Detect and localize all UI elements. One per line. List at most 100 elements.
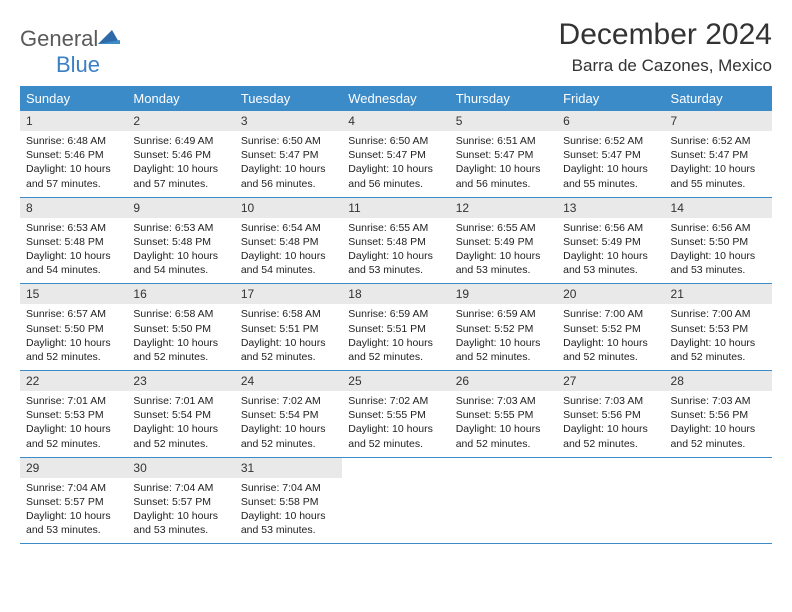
day-number: 24 [235,371,342,391]
sunrise-line: Sunrise: 7:03 AM [671,394,766,408]
day-body: Sunrise: 6:56 AMSunset: 5:49 PMDaylight:… [557,218,664,284]
sunrise-line: Sunrise: 7:02 AM [348,394,443,408]
sunrise-line: Sunrise: 7:01 AM [133,394,228,408]
day-cell: 11 Sunrise: 6:55 AMSunset: 5:48 PMDayligh… [342,197,449,284]
daylight-line: Daylight: 10 hours and 56 minutes. [456,162,551,190]
day-number: 18 [342,284,449,304]
logo-triangle-icon [98,28,120,46]
day-number: 7 [665,111,772,131]
sunrise-line: Sunrise: 6:49 AM [133,134,228,148]
daylight-line: Daylight: 10 hours and 53 minutes. [563,249,658,277]
day-body: Sunrise: 7:00 AMSunset: 5:53 PMDaylight:… [665,304,772,370]
day-cell: 9Sunrise: 6:53 AMSunset: 5:48 PMDaylight… [127,197,234,284]
calendar-table: SundayMondayTuesdayWednesdayThursdayFrid… [20,86,772,544]
day-body: Sunrise: 6:49 AMSunset: 5:46 PMDaylight:… [127,131,234,197]
week-row: 8Sunrise: 6:53 AMSunset: 5:48 PMDaylight… [20,197,772,284]
sunrise-line: Sunrise: 6:56 AM [671,221,766,235]
sunset-line: Sunset: 5:51 PM [241,322,336,336]
day-number: 15 [20,284,127,304]
sunset-line: Sunset: 5:48 PM [133,235,228,249]
day-header-cell: Friday [557,86,664,111]
header: General Blue December 2024 Barra de Cazo… [20,18,772,78]
day-number: 20 [557,284,664,304]
day-body: Sunrise: 7:02 AMSunset: 5:54 PMDaylight:… [235,391,342,457]
sunset-line: Sunset: 5:53 PM [26,408,121,422]
day-body: Sunrise: 6:48 AMSunset: 5:46 PMDaylight:… [20,131,127,197]
day-cell: 22Sunrise: 7:01 AMSunset: 5:53 PMDayligh… [20,371,127,458]
daylight-line: Daylight: 10 hours and 55 minutes. [671,162,766,190]
day-body: Sunrise: 6:55 AMSunset: 5:49 PMDaylight:… [450,218,557,284]
sunset-line: Sunset: 5:56 PM [563,408,658,422]
day-body: Sunrise: 6:58 AMSunset: 5:51 PMDaylight:… [235,304,342,370]
sunset-line: Sunset: 5:48 PM [26,235,121,249]
day-body: Sunrise: 6:54 AMSunset: 5:48 PMDaylight:… [235,218,342,284]
day-body: Sunrise: 7:03 AMSunset: 5:55 PMDaylight:… [450,391,557,457]
sunrise-line: Sunrise: 6:56 AM [563,221,658,235]
daylight-line: Daylight: 10 hours and 56 minutes. [348,162,443,190]
day-number: 17 [235,284,342,304]
daylight-line: Daylight: 10 hours and 52 minutes. [348,336,443,364]
day-body: Sunrise: 6:50 AMSunset: 5:47 PMDaylight:… [235,131,342,197]
sunrise-line: Sunrise: 6:55 AM [348,221,443,235]
day-cell [342,457,449,544]
day-cell: 8Sunrise: 6:53 AMSunset: 5:48 PMDaylight… [20,197,127,284]
day-cell: 4Sunrise: 6:50 AMSunset: 5:47 PMDaylight… [342,111,449,197]
sunset-line: Sunset: 5:48 PM [348,235,443,249]
day-header-cell: Tuesday [235,86,342,111]
daylight-line: Daylight: 10 hours and 57 minutes. [133,162,228,190]
day-number: 10 [235,198,342,218]
day-body: Sunrise: 6:58 AMSunset: 5:50 PMDaylight:… [127,304,234,370]
sunset-line: Sunset: 5:55 PM [348,408,443,422]
daylight-line: Daylight: 10 hours and 56 minutes. [241,162,336,190]
day-cell: 19Sunrise: 6:59 AMSunset: 5:52 PMDayligh… [450,284,557,371]
day-number: 11 [342,198,449,218]
sunrise-line: Sunrise: 6:51 AM [456,134,551,148]
day-body: Sunrise: 7:02 AMSunset: 5:55 PMDaylight:… [342,391,449,457]
daylight-line: Daylight: 10 hours and 52 minutes. [671,422,766,450]
sunrise-line: Sunrise: 7:04 AM [26,481,121,495]
sunrise-line: Sunrise: 6:52 AM [563,134,658,148]
sunrise-line: Sunrise: 7:01 AM [26,394,121,408]
day-cell: 13Sunrise: 6:56 AMSunset: 5:49 PMDayligh… [557,197,664,284]
daylight-line: Daylight: 10 hours and 54 minutes. [26,249,121,277]
daylight-line: Daylight: 10 hours and 52 minutes. [241,422,336,450]
day-cell: 29Sunrise: 7:04 AMSunset: 5:57 PMDayligh… [20,457,127,544]
day-cell: 5Sunrise: 6:51 AMSunset: 5:47 PMDaylight… [450,111,557,197]
day-body: Sunrise: 6:57 AMSunset: 5:50 PMDaylight:… [20,304,127,370]
day-cell: 10Sunrise: 6:54 AMSunset: 5:48 PMDayligh… [235,197,342,284]
daylight-line: Daylight: 10 hours and 52 minutes. [26,422,121,450]
sunset-line: Sunset: 5:50 PM [26,322,121,336]
day-number: 29 [20,458,127,478]
daylight-line: Daylight: 10 hours and 52 minutes. [456,336,551,364]
day-body: Sunrise: 7:01 AMSunset: 5:53 PMDaylight:… [20,391,127,457]
day-cell: 30Sunrise: 7:04 AMSunset: 5:57 PMDayligh… [127,457,234,544]
day-cell: 14Sunrise: 6:56 AMSunset: 5:50 PMDayligh… [665,197,772,284]
sunrise-line: Sunrise: 7:04 AM [241,481,336,495]
day-body: Sunrise: 6:52 AMSunset: 5:47 PMDaylight:… [665,131,772,197]
day-body: Sunrise: 6:53 AMSunset: 5:48 PMDaylight:… [127,218,234,284]
sunset-line: Sunset: 5:54 PM [133,408,228,422]
sunrise-line: Sunrise: 6:53 AM [133,221,228,235]
sunrise-line: Sunrise: 6:50 AM [241,134,336,148]
day-number: 19 [450,284,557,304]
title-block: December 2024 Barra de Cazones, Mexico [559,18,772,76]
day-number: 4 [342,111,449,131]
day-number: 2 [127,111,234,131]
day-cell: 23Sunrise: 7:01 AMSunset: 5:54 PMDayligh… [127,371,234,458]
sunset-line: Sunset: 5:49 PM [456,235,551,249]
daylight-line: Daylight: 10 hours and 52 minutes. [563,422,658,450]
day-body: Sunrise: 7:04 AMSunset: 5:58 PMDaylight:… [235,478,342,544]
daylight-line: Daylight: 10 hours and 54 minutes. [133,249,228,277]
daylight-line: Daylight: 10 hours and 53 minutes. [348,249,443,277]
daylight-line: Daylight: 10 hours and 53 minutes. [671,249,766,277]
day-number: 23 [127,371,234,391]
daylight-line: Daylight: 10 hours and 53 minutes. [241,509,336,537]
day-cell: 20Sunrise: 7:00 AMSunset: 5:52 PMDayligh… [557,284,664,371]
day-cell: 25Sunrise: 7:02 AMSunset: 5:55 PMDayligh… [342,371,449,458]
daylight-line: Daylight: 10 hours and 52 minutes. [133,336,228,364]
day-cell: 31Sunrise: 7:04 AMSunset: 5:58 PMDayligh… [235,457,342,544]
sunset-line: Sunset: 5:47 PM [456,148,551,162]
day-header-cell: Monday [127,86,234,111]
day-body: Sunrise: 7:04 AMSunset: 5:57 PMDaylight:… [20,478,127,544]
day-cell: 15Sunrise: 6:57 AMSunset: 5:50 PMDayligh… [20,284,127,371]
